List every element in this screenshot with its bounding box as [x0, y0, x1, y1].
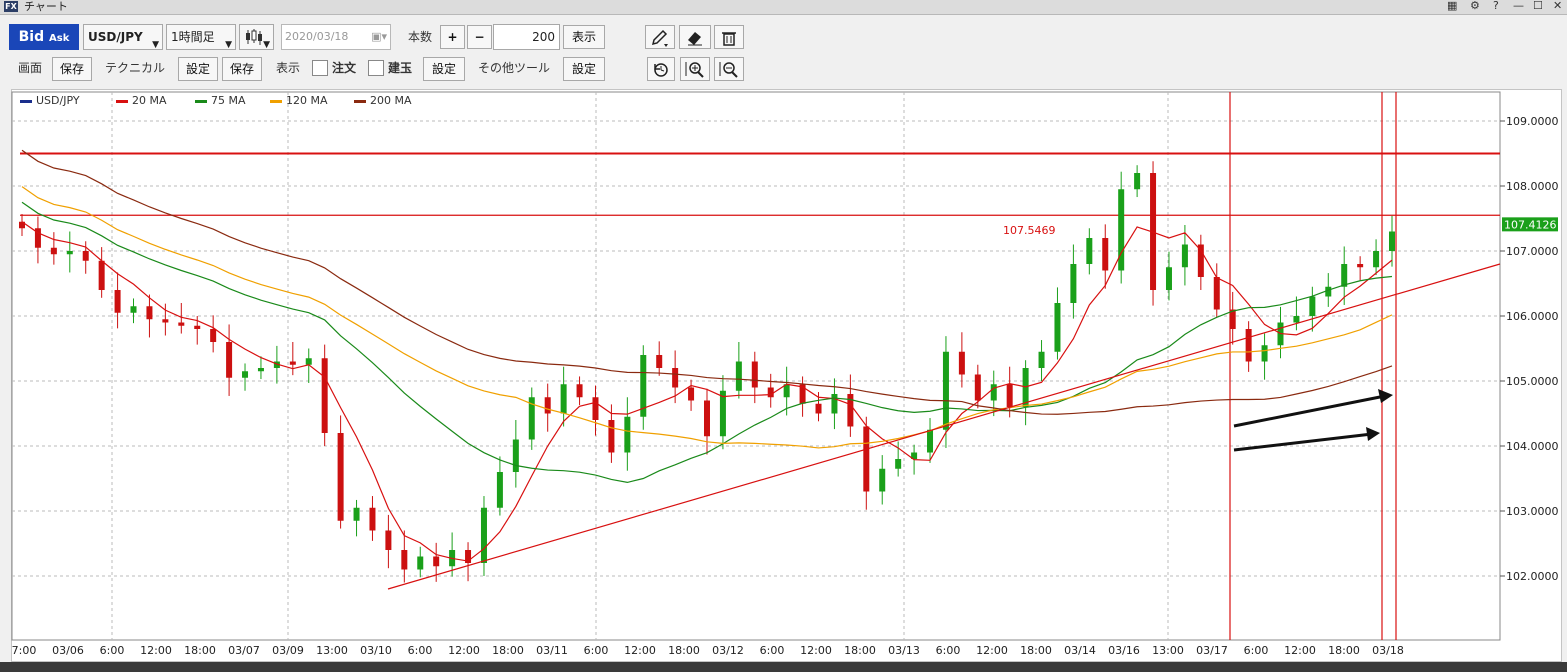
tools-settings-button[interactable]: 設定	[563, 57, 605, 81]
count-plus-button[interactable]: +	[440, 25, 465, 49]
legend-ma200: 200 MA	[354, 94, 412, 107]
chevron-down-icon: ▼	[152, 40, 159, 50]
display-settings-button[interactable]: 設定	[423, 57, 465, 81]
eraser-tool-button[interactable]	[679, 25, 711, 49]
show-button[interactable]: 表示	[563, 25, 605, 49]
position-label: 建玉	[388, 61, 413, 75]
display-label: 表示	[276, 61, 301, 75]
bid-label: Bid	[18, 29, 45, 45]
chart-panel[interactable]	[11, 89, 1562, 662]
reset-icon	[654, 63, 668, 77]
pencil-icon	[651, 29, 668, 47]
delete-tool-button[interactable]	[714, 25, 744, 49]
legend-ma20: 20 MA	[116, 94, 167, 107]
timeframe-value: 1時間足	[171, 30, 215, 44]
technical-settings-button[interactable]: 設定	[178, 57, 218, 81]
ask-label: Ask	[49, 33, 70, 44]
zoom-in-icon	[685, 62, 704, 78]
gear-icon[interactable]: ⚙	[1470, 0, 1480, 12]
trash-icon	[722, 32, 736, 46]
reset-button[interactable]	[647, 57, 675, 81]
zoom-out-icon	[719, 62, 738, 78]
screen-save-button[interactable]: 保存	[52, 57, 92, 81]
app-logo-icon: FX	[4, 1, 18, 12]
calendar-icon[interactable]: ▣▾	[371, 30, 387, 43]
count-input[interactable]: 200	[493, 24, 560, 50]
order-label: 注文	[332, 61, 357, 75]
candlestick-icon	[246, 29, 262, 45]
chevron-down-icon: ▼	[263, 40, 270, 50]
close-icon[interactable]: ✕	[1553, 0, 1563, 12]
tools-label: その他ツール	[478, 61, 551, 75]
chevron-down-icon: ▼	[225, 40, 232, 50]
timeframe-select[interactable]: 1時間足 ▼	[166, 24, 236, 50]
screen-label: 画面	[18, 61, 43, 75]
title-bar: FX チャート ▦ ⚙ ? — ☐ ✕	[0, 0, 1567, 15]
taskbar-strip	[0, 662, 1567, 672]
maximize-icon[interactable]: ☐	[1533, 0, 1543, 12]
order-checkbox[interactable]	[312, 60, 328, 76]
pencil-tool-button[interactable]	[645, 25, 675, 49]
legend-usdjpy: USD/JPY	[20, 94, 80, 107]
bid-ask-toggle[interactable]: Bid Ask	[9, 24, 79, 50]
date-input[interactable]: 2020/03/18 ▣▾	[281, 24, 391, 50]
zoom-out-button[interactable]	[714, 57, 744, 81]
chart-type-select[interactable]: ▼	[239, 24, 274, 50]
technical-label: テクニカル	[105, 61, 166, 75]
date-value: 2020/03/18	[285, 30, 349, 43]
legend-ma75: 75 MA	[195, 94, 246, 107]
currency-pair-value: USD/JPY	[88, 30, 143, 44]
currency-pair-select[interactable]: USD/JPY ▼	[83, 24, 163, 50]
minimize-icon[interactable]: —	[1513, 0, 1524, 12]
legend-ma120: 120 MA	[270, 94, 328, 107]
technical-save-button[interactable]: 保存	[222, 57, 262, 81]
zoom-in-button[interactable]	[680, 57, 710, 81]
help-icon[interactable]: ?	[1493, 0, 1499, 12]
count-label: 本数	[408, 30, 433, 44]
position-checkbox[interactable]	[368, 60, 384, 76]
eraser-icon	[688, 32, 702, 46]
window-title: チャート	[24, 0, 68, 13]
count-minus-button[interactable]: −	[467, 25, 492, 49]
screenshot-icon[interactable]: ▦	[1447, 0, 1458, 12]
